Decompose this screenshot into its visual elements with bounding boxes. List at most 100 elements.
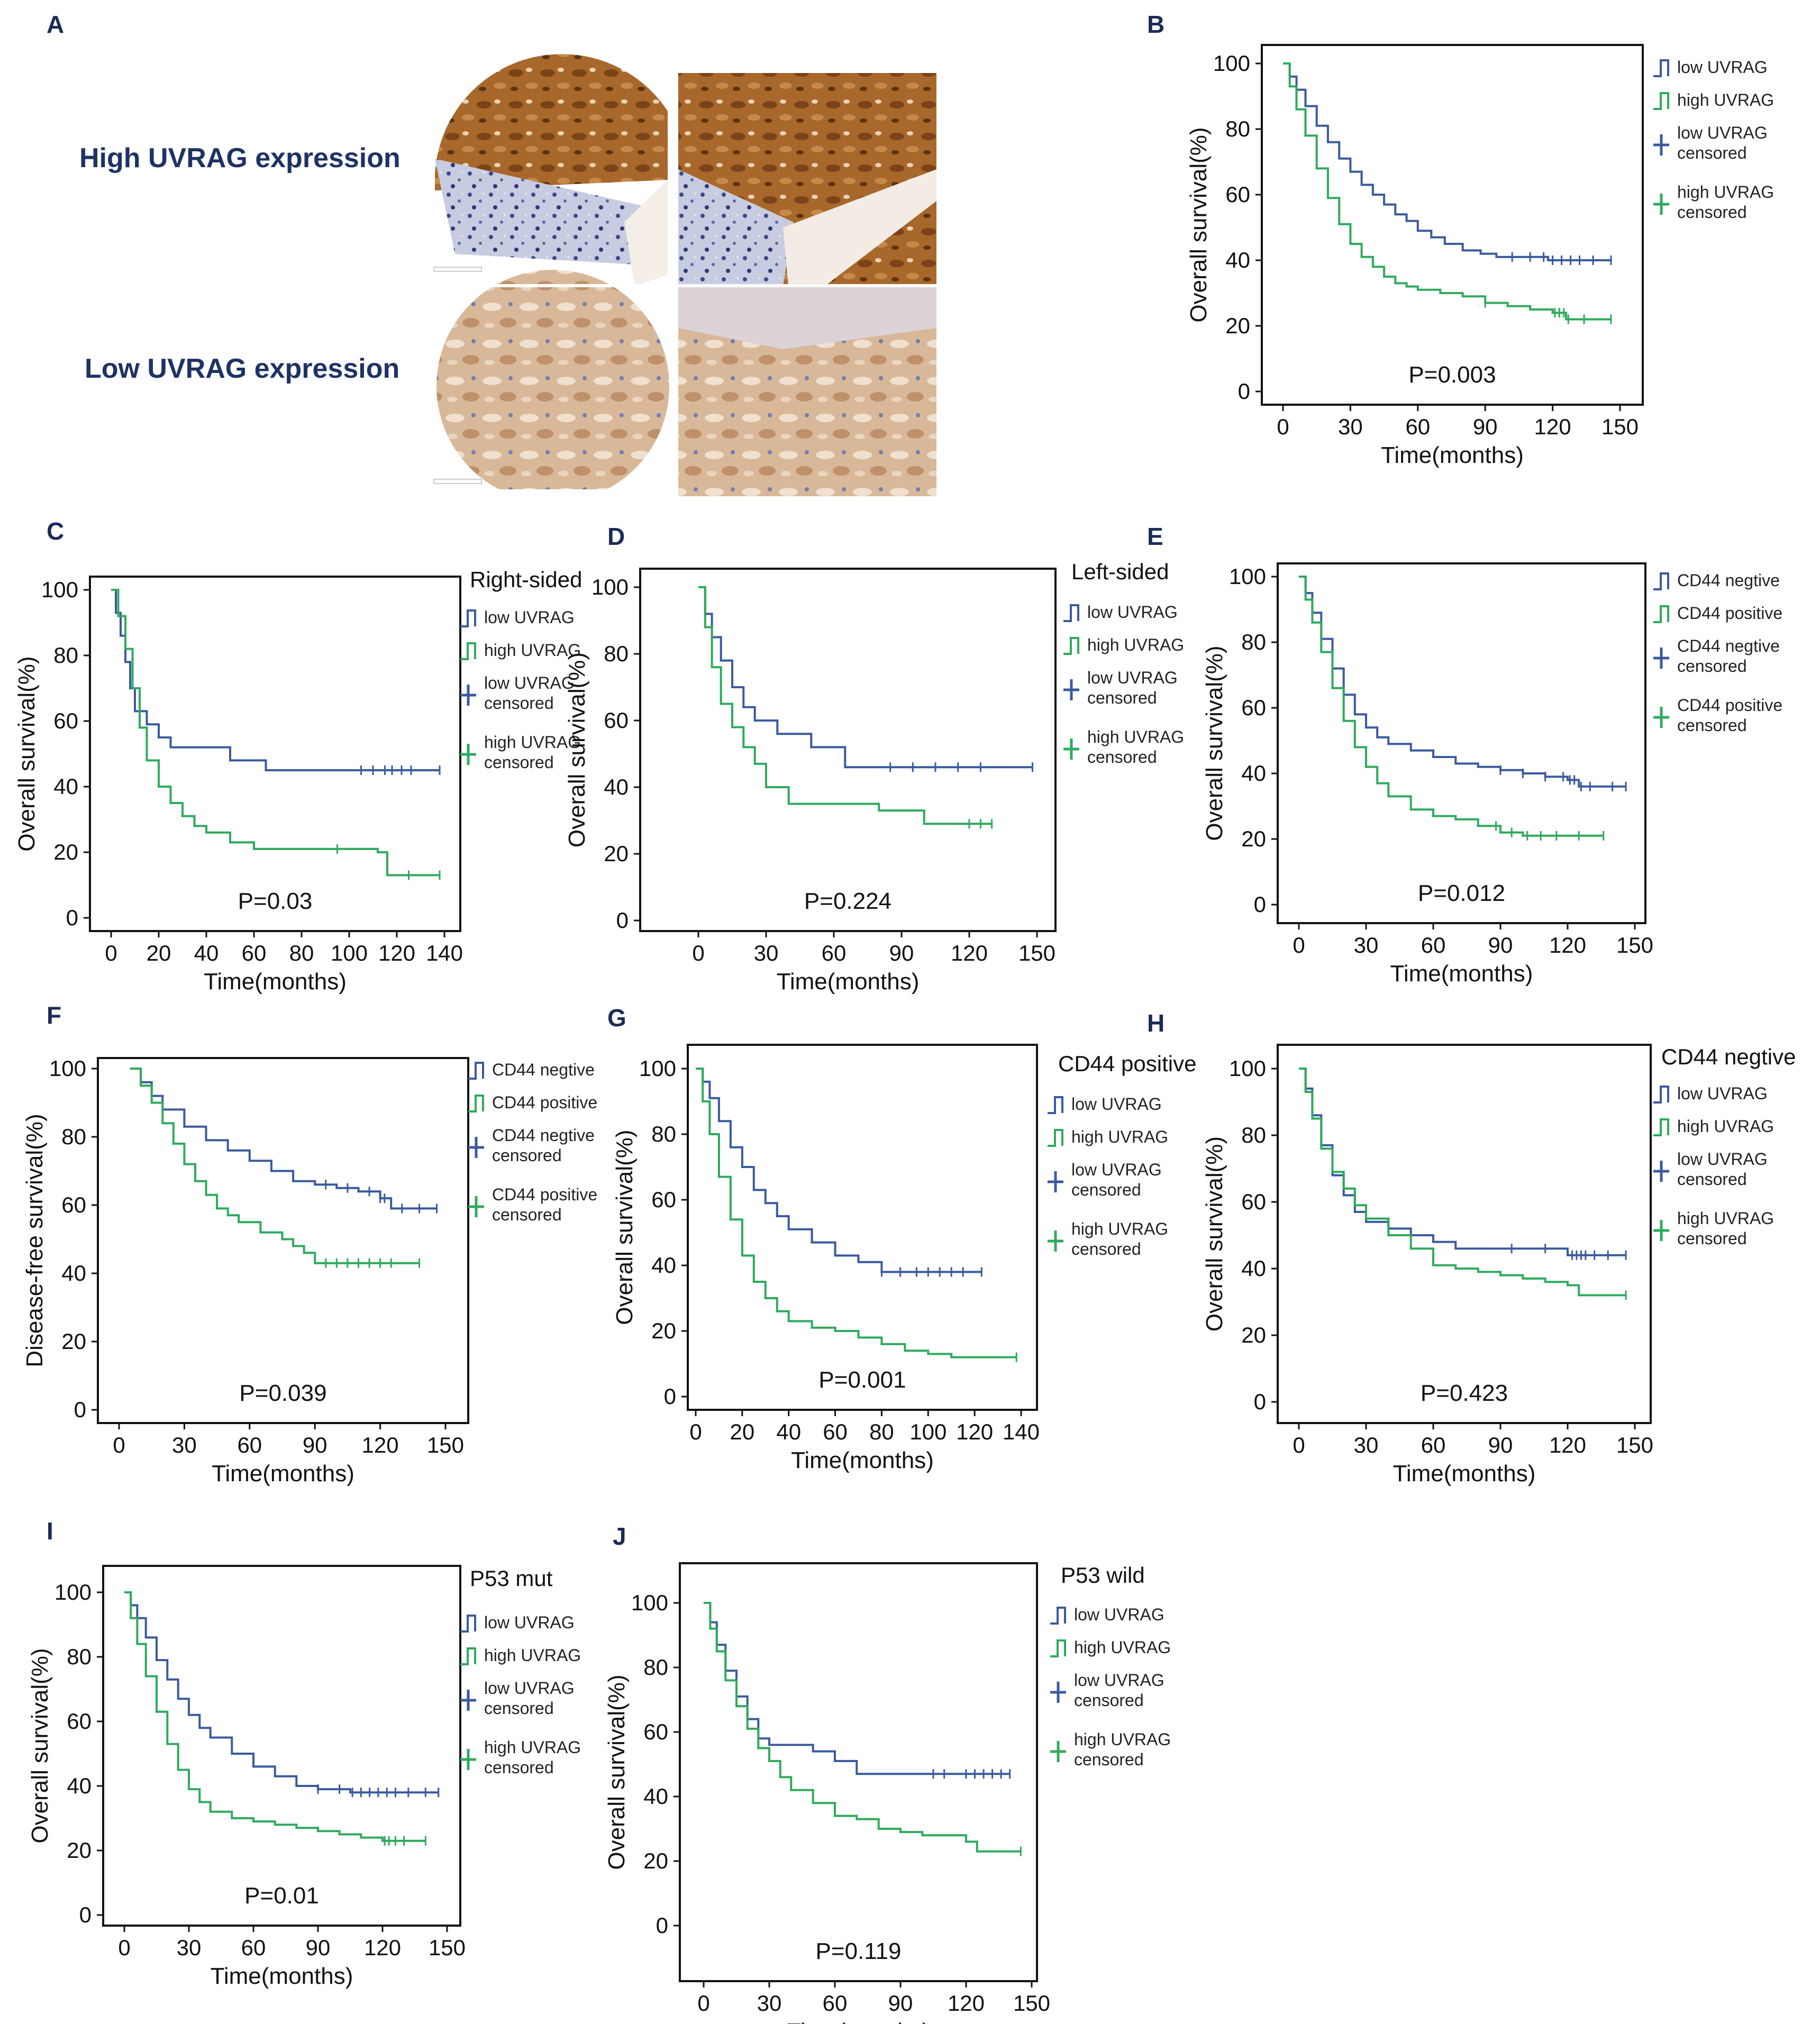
- y-tick-label: 0: [66, 905, 78, 930]
- x-tick-label: 60: [822, 941, 847, 965]
- chart-i: I 0 20 40 60 80 100 0 30 60 90 120 150 Time(months) Ov…: [27, 1517, 581, 1989]
- y-tick-label: 60: [1241, 695, 1266, 720]
- chart-j: J 0 20 40 60 80 100 0 30 60 90 120 150 Time(months) Ov…: [604, 1522, 1171, 2024]
- legend-label: high UVRAG: [1677, 1209, 1774, 1228]
- x-tick-label: 0: [118, 1935, 130, 1960]
- ihc-high-zoom: [678, 73, 936, 286]
- x-tick-label: 120: [951, 941, 988, 965]
- x-tick-label: 0: [1293, 933, 1305, 958]
- x-tick-label: 80: [289, 941, 314, 965]
- x-tick-label: 0: [113, 1433, 125, 1457]
- y-tick-label: 80: [1241, 1123, 1266, 1147]
- panel-label-i: I: [47, 1517, 53, 1545]
- x-tick-label: 140: [1003, 1419, 1040, 1444]
- legend-label: high UVRAG: [484, 733, 581, 752]
- legend-label: high UVRAG: [484, 1646, 581, 1665]
- p-value: P=0.03: [238, 888, 313, 914]
- legend-label-censored: censored: [1071, 1180, 1141, 1199]
- y-axis-label: Overall survival(%): [14, 656, 40, 851]
- x-axis-label: Time(months): [791, 1447, 934, 1473]
- p-value: P=0.001: [818, 1367, 906, 1393]
- legend-label: low UVRAG: [484, 608, 575, 627]
- panel-label-g: G: [607, 1004, 626, 1032]
- x-tick-label: 90: [888, 1991, 913, 2016]
- y-tick-label: 100: [592, 575, 629, 599]
- legend-label: low UVRAG: [1677, 1084, 1768, 1103]
- x-tick-label: 0: [105, 941, 117, 965]
- legend-label: high UVRAG: [1087, 635, 1184, 654]
- legend-step-icon: [1653, 1118, 1669, 1136]
- legend-censor-icon: [468, 1196, 484, 1217]
- legend-label: low UVRAG: [1677, 1150, 1768, 1169]
- chart-b: B 0 20 40 60 80 100 0 30 60 90 120 150 Time(months) Ov…: [1147, 11, 1774, 468]
- y-axis-label: Overall survival(%): [27, 1648, 53, 1843]
- legend-label: low UVRAG: [1087, 668, 1178, 687]
- panel-label-f: F: [47, 1001, 61, 1029]
- legend-label: low UVRAG: [1087, 603, 1178, 622]
- legend-label: low UVRAG: [1071, 1160, 1162, 1179]
- series-line-first: [1283, 62, 1611, 261]
- y-tick-label: 80: [67, 1644, 92, 1669]
- legend-label: CD44 positive: [1677, 696, 1782, 715]
- legend-label: low UVRAG: [1677, 123, 1768, 142]
- x-tick-label: 60: [1421, 933, 1446, 958]
- x-tick-label: 150: [427, 1433, 464, 1457]
- y-tick-label: 40: [604, 774, 629, 799]
- x-tick-label: 40: [194, 941, 219, 965]
- chart-title: Right-sided: [470, 567, 582, 592]
- legend-censor-icon: [1653, 648, 1669, 669]
- chart-frame: [97, 1057, 469, 1424]
- x-tick-label: 30: [1354, 1433, 1379, 1457]
- x-tick-label: 60: [242, 941, 267, 965]
- legend-label: low UVRAG: [1074, 1671, 1164, 1690]
- y-tick-label: 40: [61, 1261, 86, 1285]
- x-tick-label: 0: [689, 1419, 702, 1444]
- y-tick-label: 0: [74, 1397, 86, 1422]
- ihc-low-core: [436, 270, 669, 489]
- x-tick-label: 30: [754, 941, 779, 965]
- legend-label: high UVRAG: [1677, 90, 1774, 110]
- x-tick-label: 150: [1616, 1433, 1653, 1457]
- y-tick-label: 80: [53, 643, 78, 668]
- series-line-first: [124, 1591, 439, 1794]
- x-tick-label: 120: [1549, 1433, 1586, 1457]
- legend-label: CD44 positive: [1677, 604, 1782, 623]
- x-tick-label: 150: [429, 1935, 466, 1960]
- legend-step-icon: [460, 1647, 476, 1665]
- x-tick-label: 60: [1405, 414, 1430, 439]
- legend-step-icon: [1653, 1086, 1669, 1104]
- legend-label: high UVRAG: [1677, 1117, 1774, 1136]
- y-tick-label: 100: [631, 1590, 668, 1615]
- x-tick-label: 150: [1013, 1991, 1050, 2016]
- legend-label: high UVRAG: [1074, 1730, 1171, 1749]
- legend-censor-icon: [1050, 1682, 1066, 1703]
- x-tick-label: 30: [177, 1935, 202, 1960]
- x-tick-label: 30: [1354, 933, 1379, 958]
- legend-label: low UVRAG: [1677, 58, 1768, 77]
- x-tick-label: 100: [331, 941, 368, 965]
- panel-a: A High UVRAG expression Low UVRAG expres…: [47, 11, 936, 496]
- legend-step-icon: [1048, 1096, 1063, 1114]
- chart-d: D 0 20 40 60 80 100 0 30 60 90 120 150 Time(months) Ov…: [564, 523, 1184, 995]
- y-tick-label: 20: [604, 841, 629, 866]
- y-tick-label: 0: [1238, 379, 1250, 404]
- ihc-image: [421, 54, 936, 496]
- legend-label-censored: censored: [1071, 1239, 1141, 1259]
- series-line-first: [704, 1602, 1010, 1775]
- y-tick-label: 80: [1225, 116, 1250, 141]
- y-tick-label: 40: [1225, 248, 1250, 272]
- y-axis-label: Overall survival(%): [1202, 1136, 1227, 1332]
- panel-label-j: J: [613, 1522, 626, 1550]
- x-axis-label: Time(months): [1393, 1461, 1536, 1487]
- x-tick-label: 90: [1488, 933, 1513, 958]
- panel-label-c: C: [47, 517, 64, 545]
- x-tick-label: 90: [303, 1433, 327, 1457]
- chart-h: H 0 20 40 60 80 100 0 30 60 90 120 150 Time(months) Ov…: [1147, 1009, 1796, 1487]
- legend-step-icon: [1653, 59, 1669, 77]
- y-tick-label: 100: [54, 1580, 92, 1604]
- x-tick-label: 0: [1277, 414, 1289, 439]
